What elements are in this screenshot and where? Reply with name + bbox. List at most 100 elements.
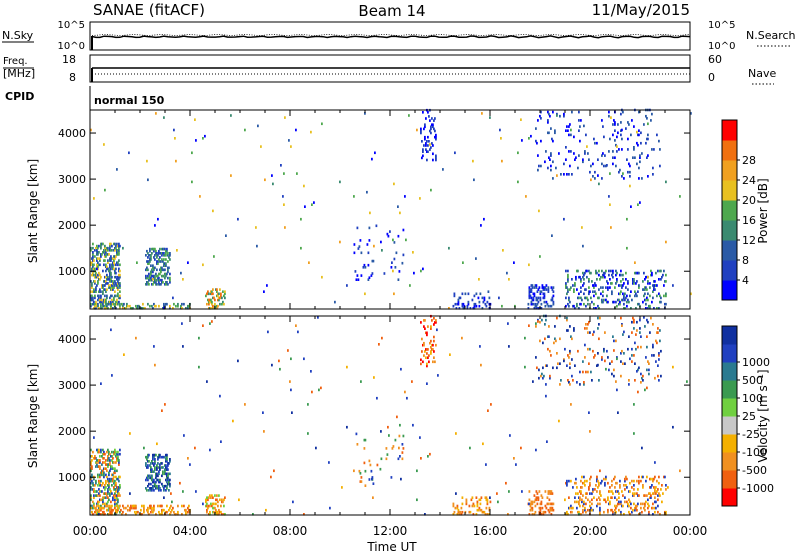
data-cell [112, 498, 114, 502]
data-cell [606, 300, 608, 304]
data-cell [154, 482, 156, 486]
data-cell [209, 510, 211, 514]
data-cell [210, 502, 212, 506]
data-cell [118, 282, 120, 285]
data-cell [110, 307, 112, 310]
data-cell [90, 469, 92, 473]
data-cell [161, 278, 163, 282]
data-cell [645, 141, 647, 145]
data-cell [616, 145, 618, 148]
data-cell [112, 265, 114, 269]
data-cell [589, 492, 591, 495]
data-cell [593, 496, 595, 499]
data-cell [431, 343, 433, 347]
data-cell [110, 455, 112, 458]
data-cell [106, 502, 108, 506]
data-cell [591, 492, 593, 495]
data-cell [628, 498, 630, 502]
data-cell [542, 296, 545, 300]
freq-label-2: [MHz] [3, 67, 35, 80]
data-cell [105, 479, 107, 483]
data-cell [478, 304, 481, 308]
data-cell [163, 264, 165, 267]
data-cell [98, 251, 100, 254]
data-cell [168, 482, 170, 486]
data-cell [92, 255, 94, 258]
data-cell [133, 504, 135, 508]
data-cell [104, 255, 106, 258]
data-cell [90, 246, 92, 250]
data-cell [565, 286, 567, 289]
data-cell [122, 504, 124, 508]
data-cell [427, 135, 429, 139]
data-cell [103, 450, 105, 454]
data-cell [154, 274, 156, 278]
data-cell [626, 158, 628, 161]
data-cell [266, 284, 268, 287]
data-cell [153, 470, 155, 473]
freq-label-1: Freq. [3, 56, 28, 67]
data-cell [547, 166, 549, 170]
nsearch-trace [91, 34, 691, 36]
data-cell [644, 298, 646, 302]
data-cell [112, 261, 114, 264]
data-cell [616, 388, 618, 392]
data-cell [159, 504, 161, 508]
data-cell [421, 140, 423, 143]
data-cell [583, 381, 585, 384]
data-cell [628, 300, 630, 304]
data-cell [422, 267, 424, 271]
data-cell [102, 302, 104, 306]
data-cell [368, 478, 371, 481]
data-cell [218, 298, 220, 302]
data-cell [364, 469, 367, 473]
data-cell [97, 508, 99, 512]
data-cell [392, 238, 394, 242]
data-cell [100, 490, 102, 493]
data-cell [116, 261, 118, 264]
data-cell [93, 436, 95, 439]
data-cell [110, 500, 112, 504]
data-cell [148, 489, 150, 492]
data-cell [153, 464, 155, 467]
data-cell [429, 341, 431, 345]
data-cell [398, 434, 401, 438]
data-cell [101, 307, 103, 310]
data-cell [206, 502, 208, 506]
data-cell [476, 508, 479, 512]
data-cell [635, 347, 637, 351]
data-cell [601, 300, 603, 304]
data-cell [585, 510, 587, 514]
data-cell [163, 268, 165, 272]
data-cell [636, 504, 638, 508]
data-cell [636, 141, 638, 145]
data-cell [649, 304, 651, 308]
data-cell [185, 510, 187, 514]
data-cell [595, 307, 597, 310]
data-cell [148, 513, 150, 516]
data-cell [159, 480, 161, 484]
data-cell [92, 242, 94, 246]
data-cell [97, 280, 99, 283]
data-cell [109, 249, 111, 252]
data-cell [214, 302, 216, 306]
data-cell [92, 298, 94, 302]
data-cell [578, 119, 580, 122]
data-cell [552, 139, 554, 143]
data-cell [339, 180, 341, 184]
y-tick-label: 3000 [58, 379, 86, 392]
data-cell [633, 403, 635, 406]
data-cell [631, 119, 633, 122]
data-cell [97, 465, 99, 468]
data-cell [130, 307, 132, 310]
data-cell [594, 141, 596, 145]
data-cell [101, 506, 103, 510]
data-cell [567, 379, 569, 382]
data-cell [603, 135, 605, 139]
data-cell [119, 286, 121, 289]
data-cell [150, 462, 152, 465]
data-cell [94, 484, 96, 487]
data-cell [618, 292, 620, 296]
data-cell [509, 434, 511, 437]
data-cell [551, 492, 554, 495]
